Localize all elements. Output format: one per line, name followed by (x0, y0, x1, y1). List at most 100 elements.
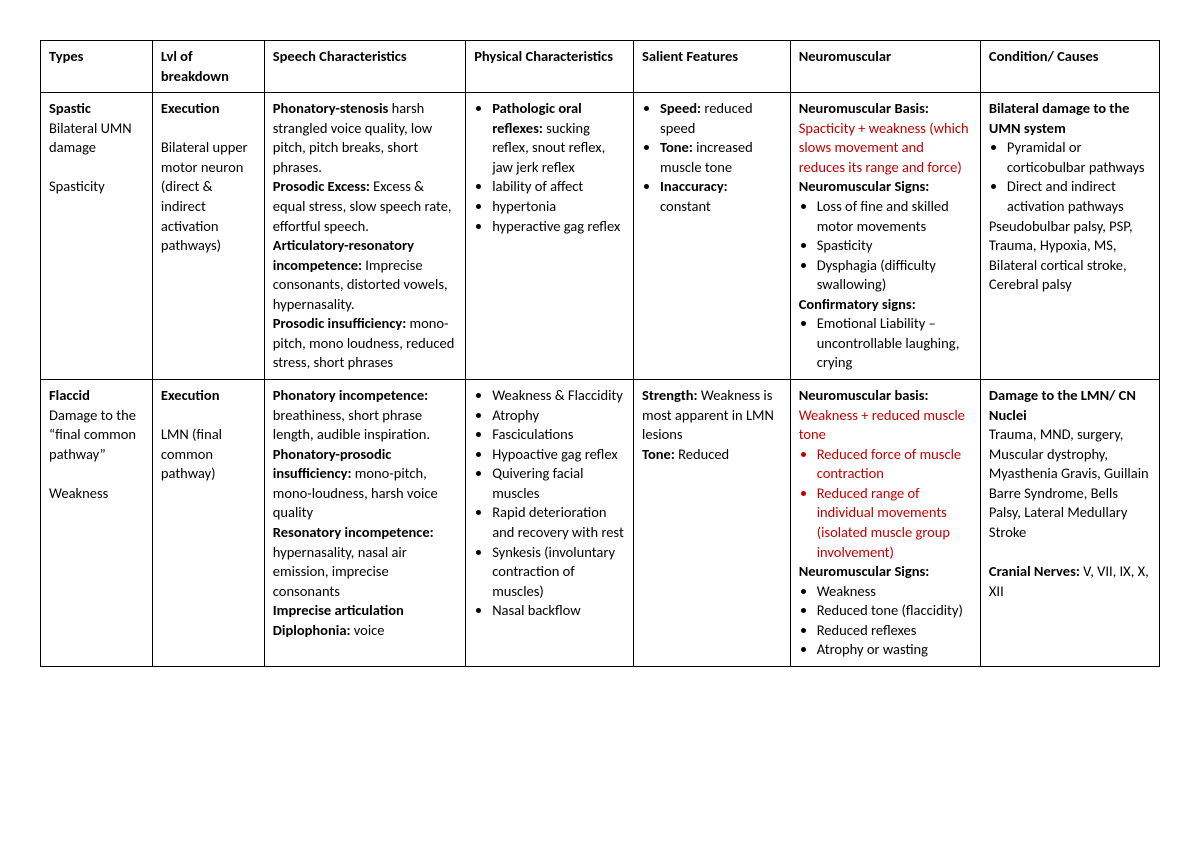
list-item: Pathologic oral reflexes: sucking reflex… (492, 99, 625, 177)
header-speech: Speech Characteristics (264, 41, 465, 93)
types-title: Spastic (49, 99, 144, 119)
list-item: Tone: increased muscle tone (660, 138, 782, 177)
header-neuro: Neuromuscular (790, 41, 980, 93)
list-item: Reduced range of individual movements (i… (817, 484, 972, 562)
cell-types: Flaccid Damage to the “final common path… (41, 380, 153, 667)
cell-physical: Weakness & Flaccidity Atrophy Fasciculat… (466, 380, 634, 667)
header-physical: Physical Characteristics (466, 41, 634, 93)
table-row: Spastic Bilateral UMN damage Spasticity … (41, 93, 1160, 380)
header-types: Types (41, 41, 153, 93)
speech-seg-bold: Phonatory-stenosis (273, 99, 389, 117)
cond-lead: Damage to the LMN/ CN Nuclei (989, 386, 1136, 424)
types-feature: Spasticity (49, 177, 144, 197)
list-item: Quivering facial muscles (492, 464, 625, 503)
physical-list: Pathologic oral reflexes: sucking reflex… (474, 99, 625, 236)
list-item: Reduced reflexes (817, 621, 972, 641)
neuro-confirm-list: Emotional Liability – uncontrollable lau… (799, 314, 972, 373)
cond-lead: Bilateral damage to the UMN system (989, 99, 1130, 137)
header-label: Lvl of breakdown (161, 47, 229, 85)
list-item: Direct and indirect activation pathways (1007, 177, 1151, 216)
lvl-text: Bilateral upper motor neuron (direct & i… (161, 138, 256, 255)
salient-list: Speed: reduced speed Tone: increased mus… (642, 99, 782, 216)
list-item: Atrophy (492, 406, 625, 426)
physical-list: Weakness & Flaccidity Atrophy Fasciculat… (474, 386, 625, 621)
list-item: Atrophy or wasting (817, 640, 972, 660)
list-item: Pyramidal or corticobulbar pathways (1007, 138, 1151, 177)
neuro-signs-label: Neuromuscular Signs: (799, 562, 930, 580)
header-label: Neuromuscular (799, 47, 892, 65)
list-item: Nasal backflow (492, 601, 625, 621)
dysarthria-types-table: Types Lvl of breakdown Speech Characteri… (40, 40, 1160, 667)
speech-seg-bold: Resonatory incompetence: (273, 523, 434, 541)
speech-seg-text: voice (354, 621, 385, 639)
neuro-basis-label: Neuromuscular Basis: (799, 99, 929, 117)
list-item: Rapid deterioration and recovery with re… (492, 503, 625, 542)
neuro-basis-label: Neuromuscular basis: (799, 386, 929, 404)
cond-tail: Pseudobulbar palsy, PSP, Trauma, Hypoxia… (989, 217, 1133, 294)
neuro-basis-red: Weakness + reduced muscle tone (799, 406, 965, 444)
types-sub: Damage to the “final common pathway” (49, 406, 144, 465)
cond-body: Trauma, MND, surgery, Muscular dystrophy… (989, 425, 1149, 541)
list-item: Weakness & Flaccidity (492, 386, 625, 406)
neuro-signs-list: Weakness Reduced tone (flaccidity) Reduc… (799, 582, 972, 660)
speech-seg-text: hypernasality, nasal air emission, impre… (273, 543, 407, 600)
types-sub: Bilateral UMN damage (49, 119, 144, 158)
cell-cond: Bilateral damage to the UMN system Pyram… (980, 93, 1159, 380)
list-item: Synkesis (involuntary contraction of mus… (492, 543, 625, 602)
list-item: Loss of fine and skilled motor movements (817, 197, 972, 236)
neuro-basis-red: Spacticity + weakness (which slows movem… (799, 119, 969, 176)
speech-seg-bold: Phonatory incompetence: (273, 386, 428, 404)
cell-cond: Damage to the LMN/ CN Nuclei Trauma, MND… (980, 380, 1159, 667)
list-item: Reduced tone (flaccidity) (817, 601, 972, 621)
item-text: constant (660, 197, 711, 215)
types-feature: Weakness (49, 484, 144, 504)
list-item: Weakness (817, 582, 972, 602)
speech-seg-bold: Imprecise articulation (273, 601, 404, 619)
header-label: Condition/ Causes (989, 47, 1099, 65)
speech-seg-bold: Diplophonia: (273, 621, 351, 639)
cell-salient: Strength: Weakness is most apparent in L… (634, 380, 791, 667)
cell-lvl: Execution Bilateral upper motor neuron (… (152, 93, 264, 380)
neuro-confirm-label: Confirmatory signs: (799, 295, 916, 313)
speech-seg-bold: Prosodic insufficiency: (273, 314, 406, 332)
table-row: Flaccid Damage to the “final common path… (41, 380, 1160, 667)
types-title: Flaccid (49, 386, 144, 406)
header-label: Speech Characteristics (273, 47, 407, 65)
list-item: hypertonia (492, 197, 625, 217)
list-item: lability of affect (492, 177, 625, 197)
cell-speech: Phonatory incompetence: breathiness, sho… (264, 380, 465, 667)
neuro-signs-list: Loss of fine and skilled motor movements… (799, 197, 972, 295)
neuro-red-list: Reduced force of muscle contraction Redu… (799, 445, 972, 562)
list-item: Emotional Liability – uncontrollable lau… (817, 314, 972, 373)
neuro-signs-label: Neuromuscular Signs: (799, 177, 930, 195)
list-item: Reduced force of muscle contraction (817, 445, 972, 484)
item-bold: Tone: (642, 445, 675, 463)
header-cond: Condition/ Causes (980, 41, 1159, 93)
cond-list: Pyramidal or corticobulbar pathways Dire… (989, 138, 1151, 216)
lvl-title: Execution (161, 386, 256, 406)
cell-physical: Pathologic oral reflexes: sucking reflex… (466, 93, 634, 380)
header-label: Physical Characteristics (474, 47, 613, 65)
list-item: hyperactive gag reflex (492, 217, 625, 237)
item-text: Reduced (678, 445, 729, 463)
header-label: Types (49, 47, 83, 65)
list-item: Inaccuracy: constant (660, 177, 782, 216)
cell-salient: Speed: reduced speed Tone: increased mus… (634, 93, 791, 380)
item-bold: Tone: (660, 138, 693, 156)
speech-seg-bold: Prosodic Excess: (273, 177, 370, 195)
list-item: Dysphagia (difficulty swallowing) (817, 256, 972, 295)
header-lvl: Lvl of breakdown (152, 41, 264, 93)
lvl-title: Execution (161, 99, 256, 119)
list-item: Speed: reduced speed (660, 99, 782, 138)
cond-cn-bold: Cranial Nerves: (989, 562, 1080, 580)
cell-speech: Phonatory-stenosis harsh strangled voice… (264, 93, 465, 380)
speech-seg-text: breathiness, short phrase length, audibl… (273, 406, 430, 444)
lvl-text: LMN (final common pathway) (161, 425, 256, 484)
header-label: Salient Features (642, 47, 738, 65)
header-salient: Salient Features (634, 41, 791, 93)
cell-types: Spastic Bilateral UMN damage Spasticity (41, 93, 153, 380)
cell-neuro: Neuromuscular Basis: Spacticity + weakne… (790, 93, 980, 380)
list-item: Hypoactive gag reflex (492, 445, 625, 465)
item-bold: Inaccuracy: (660, 177, 728, 195)
list-item: Spasticity (817, 236, 972, 256)
